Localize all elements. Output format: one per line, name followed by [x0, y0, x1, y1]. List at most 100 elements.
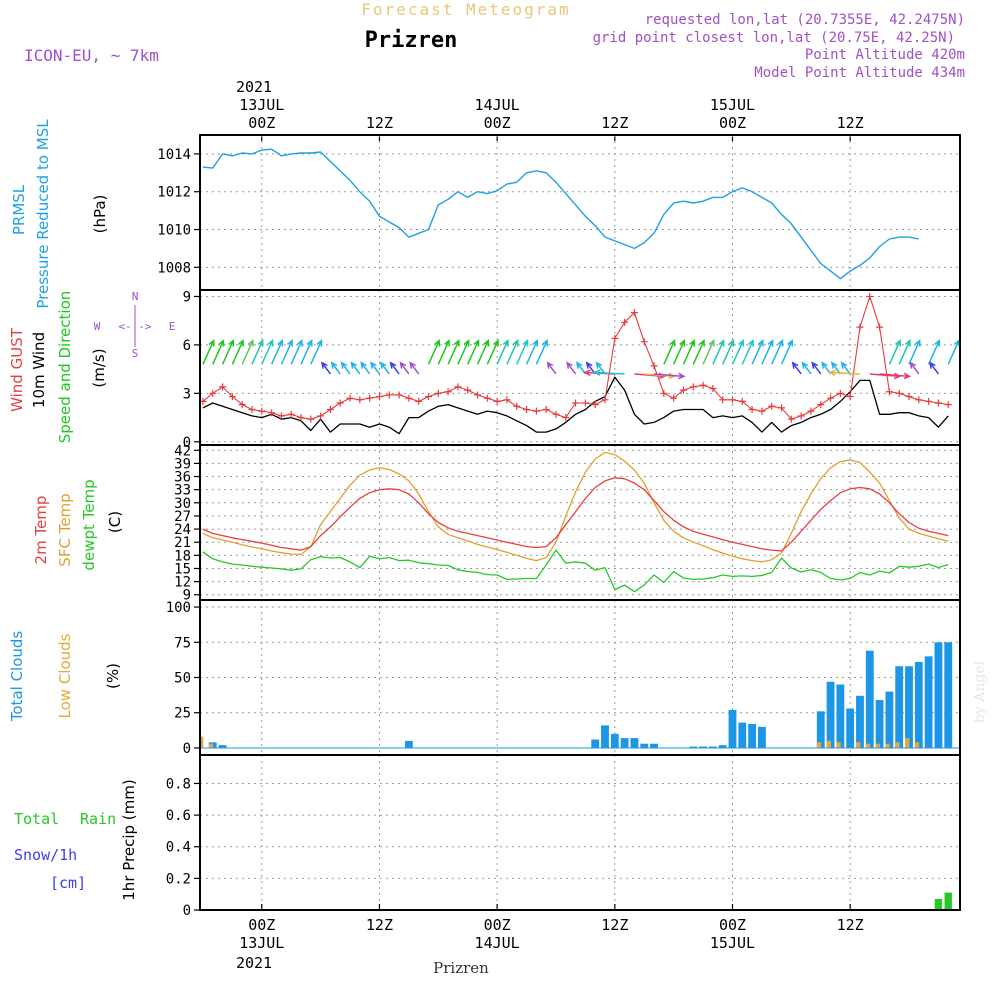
total-cloud-bar: [728, 709, 737, 748]
wind-gust-marker: [925, 397, 933, 405]
wind-direction-arrow: [712, 338, 725, 365]
wind-gust-marker: [336, 399, 344, 407]
wind-gust-marker: [611, 334, 619, 342]
top-date-label: 15JUL: [710, 96, 755, 114]
wind-gust-marker: [395, 391, 403, 399]
total-clouds-label: Total Clouds: [8, 631, 26, 723]
wind-gust-marker: [366, 394, 374, 402]
wind-unit-label: (m/s): [90, 348, 108, 387]
total-cloud-bar: [865, 650, 874, 748]
temp-unit-label: (C): [106, 511, 124, 533]
low-cloud-bar: [875, 743, 880, 748]
bottom-hour-label: 12Z: [837, 916, 864, 934]
wind-gust-marker: [415, 397, 423, 405]
wind-gust-marker: [268, 409, 276, 417]
wind-gust-marker: [876, 323, 884, 331]
wind-direction-arrow: [879, 372, 912, 380]
pressure-ytick-label: 1012: [157, 185, 191, 201]
grid-point-coords: grid point closest lon,lat (20.75E, 42.2…: [593, 30, 955, 46]
wind-direction-arrow: [525, 338, 539, 365]
total-cloud-bar: [591, 739, 600, 748]
compass-rose: N S W E <-|->: [94, 290, 176, 360]
wind-gust-marker: [317, 412, 325, 420]
wind-gust-marker: [483, 394, 491, 402]
total-cloud-bar: [757, 726, 766, 748]
top-year: 2021: [236, 78, 272, 96]
temperature-ytick-label: 30: [174, 496, 191, 512]
temperature-ytick-label: 42: [174, 443, 191, 459]
footer-location: Prizren: [433, 959, 489, 977]
wind-direction-arrow: [310, 338, 323, 365]
low-cloud-bar: [199, 736, 204, 748]
wind-gust-marker: [807, 407, 815, 415]
wind-direction-arrow: [290, 338, 303, 365]
wind-gust-marker: [464, 386, 472, 394]
wind-direction-arrow: [437, 338, 450, 365]
total-cloud-bar: [601, 725, 609, 748]
wind-gust-marker: [621, 318, 629, 326]
wind-direction-arrow: [261, 338, 274, 365]
top-date-label: 13JUL: [239, 96, 284, 114]
wind-gust-marker: [493, 397, 501, 405]
panels: 1008101010121014036991215182124273033363…: [157, 134, 961, 919]
temperature-ytick-label: 15: [174, 561, 191, 577]
low-cloud-bar: [885, 743, 890, 748]
wind-gust-marker: [444, 388, 452, 396]
low-cloud-bar: [895, 742, 900, 748]
low-cloud-bar: [856, 742, 861, 748]
precip-frame: [199, 754, 961, 911]
top-hour-label: 00Z: [248, 114, 275, 132]
top-hour-label: 12Z: [601, 114, 628, 132]
clouds-panel: 0 25 50 75 100: [166, 600, 960, 757]
temp-dewpt-label: dewpt Temp: [80, 479, 98, 570]
temperature-ytick-label: 9: [183, 588, 191, 604]
compass-east: E: [169, 320, 176, 333]
total-cloud-bar: [826, 681, 835, 748]
low-cloud-bar: [905, 738, 910, 748]
pressure-ytick-label: 1014: [157, 147, 191, 163]
wind-direction-arrow: [486, 338, 499, 365]
clouds-ytick-label: 75: [174, 635, 191, 651]
wind-direction-arrow: [592, 369, 625, 376]
wind-direction-arrow: [828, 369, 861, 376]
model-label: ICON-EU, ~ 7km: [24, 46, 159, 65]
wind-direction-arrow: [389, 361, 400, 375]
wind-gust-marker: [238, 401, 246, 409]
point-altitude: Point Altitude 420m: [805, 47, 965, 63]
wind-gust-marker: [405, 394, 413, 402]
total-cloud-bar: [630, 738, 639, 748]
prmsl-label: PRMSL: [10, 184, 28, 235]
wind-gust-marker: [297, 414, 305, 422]
wind-direction-arrow: [741, 338, 754, 365]
total-cloud-bar: [856, 695, 864, 748]
temperature-ytick-label: 12: [174, 575, 191, 591]
compass-west: W: [94, 320, 101, 333]
wind-direction-arrow: [427, 338, 441, 365]
wind-direction-arrow: [830, 361, 841, 375]
bottom-hour-label: 00Z: [484, 916, 511, 934]
wind-direction-arrow: [447, 338, 460, 365]
wind-direction-arrow: [241, 338, 254, 365]
wind-gust-marker: [915, 396, 923, 404]
bottom-year: 2021: [236, 954, 272, 972]
wind-direction-arrow: [771, 338, 784, 365]
precip-rain-label: Rain: [80, 810, 116, 828]
total-cloud-bar: [885, 691, 894, 748]
wind-gust-marker: [258, 407, 266, 415]
wind-gust-marker: [474, 391, 482, 399]
wind-gust-marker: [503, 396, 511, 404]
wind-gust-marker: [905, 393, 913, 401]
temperature-ytick-label: 33: [174, 483, 191, 499]
wind-gust-marker: [277, 412, 285, 420]
precip-ytick-label: 0.4: [166, 840, 191, 856]
precip-side-labels: Total Rain Snow/1h [cm] 1hr Precip (mm): [14, 779, 138, 900]
wind-gust-marker: [228, 393, 236, 401]
wind-direction-arrow: [869, 372, 902, 380]
top-hour-label: 00Z: [719, 114, 746, 132]
wind-gust-marker: [424, 393, 432, 401]
wind-gust-marker: [523, 405, 531, 413]
wind-gust-label: Wind GUST: [8, 327, 26, 412]
